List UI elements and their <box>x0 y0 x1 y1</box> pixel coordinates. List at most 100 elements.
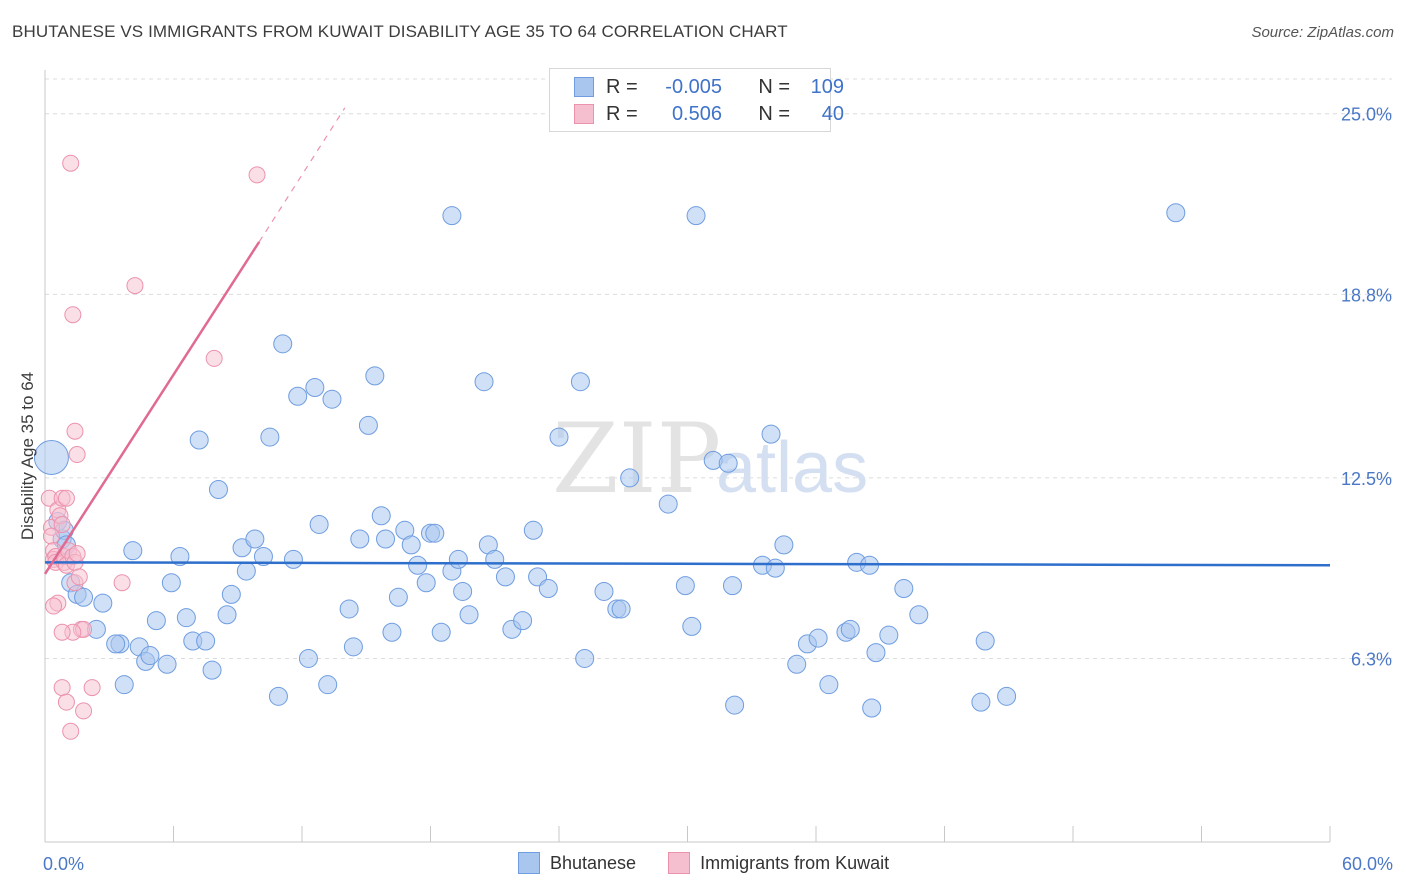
point-bhutanese <box>765 558 785 578</box>
legend-item-bhutanese: Bhutanese <box>518 852 636 874</box>
y-tick-label: 12.5% <box>1341 469 1392 489</box>
point-kuwait <box>75 702 93 720</box>
point-bhutanese <box>318 675 338 695</box>
point-bhutanese <box>298 648 318 668</box>
point-bhutanese <box>594 581 614 601</box>
point-bhutanese <box>309 514 329 534</box>
point-bhutanese <box>260 427 280 447</box>
point-bhutanese <box>371 506 391 526</box>
tick-labels: 6.3% 12.5% 18.8% 25.0% 0.0% 60.0% <box>43 105 1393 874</box>
point-bhutanese <box>495 567 515 587</box>
chart-title: BHUTANESE VS IMMIGRANTS FROM KUWAIT DISA… <box>12 22 788 41</box>
point-bhutanese <box>140 646 160 666</box>
legend-row-bhutanese: R = -0.005 N = 109 <box>574 74 844 100</box>
watermark-atlas: atlas <box>716 428 868 508</box>
point-bhutanese <box>611 599 631 619</box>
point-kuwait <box>62 722 80 740</box>
point-bhutanese <box>283 549 303 569</box>
point-bhutanese <box>718 453 738 473</box>
series-immigrants-from-kuwait <box>40 154 266 740</box>
point-bhutanese <box>245 529 265 549</box>
legend-r-label: R = <box>606 75 638 98</box>
point-bhutanese <box>819 675 839 695</box>
point-kuwait <box>57 693 75 711</box>
point-kuwait <box>53 623 71 641</box>
point-bhutanese <box>725 695 745 715</box>
point-bhutanese <box>157 654 177 674</box>
point-kuwait <box>83 679 101 697</box>
point-bhutanese <box>273 334 293 354</box>
point-bhutanese <box>658 494 678 514</box>
point-kuwait <box>68 545 86 563</box>
point-bhutanese <box>176 608 196 628</box>
point-bhutanese <box>236 561 256 581</box>
point-kuwait <box>53 515 71 533</box>
point-bhutanese <box>975 631 995 651</box>
point-bhutanese <box>686 206 706 226</box>
point-kuwait <box>45 597 63 615</box>
point-bhutanese <box>513 611 533 631</box>
point-bhutanese <box>343 637 363 657</box>
x-tick-label-min: 0.0% <box>43 854 84 874</box>
point-bhutanese <box>909 605 929 625</box>
trend-line-kuwait <box>43 241 261 575</box>
point-bhutanese <box>894 579 914 599</box>
legend-n-value: 40 <box>821 102 844 125</box>
point-bhutanese <box>288 386 308 406</box>
point-bhutanese <box>840 619 860 639</box>
trend-line-bhutanese <box>44 561 1331 567</box>
x-tick-label-max: 60.0% <box>1342 854 1393 874</box>
point-bhutanese <box>523 520 543 540</box>
point-bhutanese <box>866 643 886 663</box>
correlation-legend: R = -0.005 N = 109 R = 0.506 N = 40 <box>549 68 844 132</box>
point-kuwait <box>205 349 223 367</box>
legend-n-value: 109 <box>810 75 844 98</box>
point-kuwait <box>70 568 88 586</box>
point-bhutanese <box>253 547 273 567</box>
legend-swatch-pink <box>574 104 594 124</box>
point-kuwait <box>64 306 82 324</box>
trend-line-kuwait-extension <box>258 107 346 243</box>
watermark-zip: ZIP <box>552 403 721 515</box>
legend-item-kuwait: Immigrants from Kuwait <box>668 852 889 874</box>
point-bhutanese <box>774 535 794 555</box>
point-bhutanese <box>808 628 828 648</box>
legend-r-value: 0.506 <box>671 102 722 125</box>
point-bhutanese <box>305 378 325 398</box>
point-bhutanese <box>879 625 899 645</box>
point-bhutanese <box>388 587 408 607</box>
point-bhutanese <box>322 389 342 409</box>
point-bhutanese <box>196 631 216 651</box>
point-bhutanese <box>93 593 113 613</box>
point-bhutanese <box>761 424 781 444</box>
point-kuwait <box>53 679 71 697</box>
source-credit: Source: ZipAtlas.com <box>1251 24 1394 41</box>
legend-n-label: N = <box>758 102 790 125</box>
point-bhutanese <box>416 573 436 593</box>
point-bhutanese <box>358 415 378 435</box>
point-bhutanese <box>123 541 143 561</box>
point-bhutanese <box>474 372 494 392</box>
point-bhutanese <box>33 439 69 475</box>
point-bhutanese <box>722 576 742 596</box>
y-tick-label: 25.0% <box>1341 105 1392 125</box>
legend-label-bhutanese: Bhutanese <box>550 852 637 873</box>
legend-swatch-pink <box>668 852 691 874</box>
point-bhutanese <box>217 605 237 625</box>
y-axis-label: Disability Age 35 to 64 <box>18 372 37 540</box>
point-bhutanese <box>431 622 451 642</box>
series-legend: Bhutanese Immigrants from Kuwait <box>518 852 921 874</box>
point-bhutanese <box>549 427 569 447</box>
point-bhutanese <box>682 616 702 636</box>
point-bhutanese <box>202 660 222 680</box>
legend-swatch-blue <box>518 852 540 874</box>
point-bhutanese <box>538 579 558 599</box>
point-bhutanese <box>365 366 385 386</box>
legend-label-kuwait: Immigrants from Kuwait <box>700 852 890 873</box>
point-bhutanese <box>339 599 359 619</box>
point-bhutanese <box>570 372 590 392</box>
point-bhutanese <box>161 573 181 593</box>
legend-row-kuwait: R = 0.506 N = 40 <box>574 101 844 127</box>
point-bhutanese <box>382 622 402 642</box>
